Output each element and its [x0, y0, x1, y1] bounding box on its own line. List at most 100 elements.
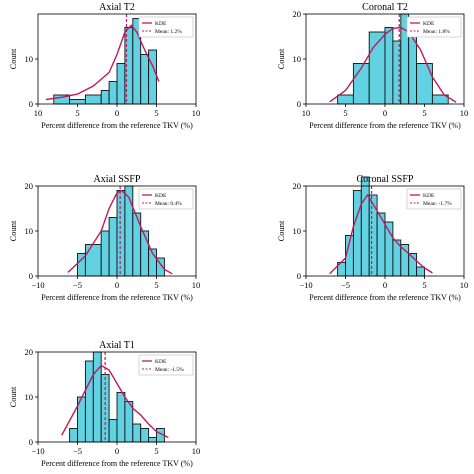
legend-box — [138, 188, 194, 210]
y-axis-label: Count — [8, 220, 18, 241]
histogram-bar — [148, 437, 157, 443]
histogram-bar — [352, 190, 362, 277]
x-tick-label: −5 — [73, 446, 82, 456]
histogram-bar — [416, 63, 433, 105]
x-tick-label: 5 — [75, 108, 79, 118]
y-tick-label: 10 — [25, 392, 34, 402]
legend-kde-label: KDE — [155, 21, 167, 27]
x-tick-label: 10 — [302, 108, 311, 118]
chart-title: Axial T2 — [99, 2, 135, 13]
y-tick-label: 0 — [297, 271, 301, 281]
histogram-bar — [108, 81, 118, 105]
legend-kde-label: KDE — [423, 193, 435, 199]
y-axis-label: Count — [8, 386, 18, 407]
legend-mean-label: Mean: 0.4% — [155, 201, 182, 207]
histogram-bar — [408, 36, 418, 105]
legend-box — [138, 16, 194, 38]
y-tick-label: 0 — [29, 271, 33, 281]
x-axis-label: Percent difference from the reference TK… — [309, 293, 461, 302]
histogram-bar — [92, 351, 102, 443]
y-tick-label: 10 — [293, 54, 302, 64]
kde-curve — [61, 364, 169, 439]
legend-mean-label: Mean: -1.5% — [155, 367, 184, 373]
legend: KDE Mean: 0.4% — [138, 188, 194, 210]
legend: KDE Mean: 1.8% — [406, 16, 462, 38]
x-tick-label: 10 — [460, 108, 469, 118]
histogram-bar — [360, 176, 370, 277]
x-axis-label: Percent difference from the reference TK… — [41, 293, 193, 302]
y-tick-label: 0 — [297, 99, 301, 109]
histogram-bar — [140, 54, 150, 105]
x-tick-label: 5 — [422, 108, 426, 118]
chart-title: Coronal T2 — [362, 2, 408, 13]
legend-mean-label: Mean: 1.8% — [423, 29, 450, 35]
x-tick-label: −10 — [299, 280, 312, 290]
histogram-bar — [84, 94, 102, 105]
histogram-panel: −10 −5 0 5 10 0 10 20 Axial SSFP Percent differen… — [8, 174, 200, 302]
legend: KDE Mean: -1.5% — [138, 354, 194, 376]
histogram-bar — [100, 90, 110, 105]
y-axis-label: Count — [276, 220, 286, 241]
x-tick-label: −5 — [341, 280, 350, 290]
x-tick-label: 0 — [383, 108, 387, 118]
x-tick-label: 0 — [115, 108, 119, 118]
histogram-bar — [132, 423, 142, 443]
histogram-bar — [140, 230, 150, 277]
histogram-panel: −10 −5 0 5 10 0 10 20 Axial T1 Percent difference… — [8, 340, 200, 468]
kde-curve — [329, 193, 433, 275]
histogram-bar — [69, 99, 86, 105]
x-axis-label: Percent difference from the reference TK… — [41, 459, 193, 468]
histogram-bar — [116, 63, 126, 105]
y-tick-label: 10 — [25, 226, 34, 236]
histogram-bar — [368, 194, 378, 277]
legend: KDE Mean: -1.7% — [406, 188, 462, 210]
x-tick-label: 5 — [343, 108, 347, 118]
y-tick-label: 20 — [293, 9, 302, 19]
histogram-bar — [84, 244, 102, 277]
legend-kde-label: KDE — [155, 359, 167, 365]
histogram-bar — [124, 185, 134, 277]
histogram-bar — [108, 419, 118, 443]
histogram-bar — [352, 63, 370, 105]
x-tick-label: 10 — [192, 446, 201, 456]
legend-kde-label: KDE — [155, 193, 167, 199]
x-tick-label: 10 — [192, 280, 201, 290]
chart-title: Axial T1 — [99, 340, 135, 351]
y-tick-label: 10 — [293, 226, 302, 236]
legend: KDE Mean: 1.2% — [138, 16, 194, 38]
x-tick-label: 5 — [154, 108, 158, 118]
legend-mean-label: Mean: 1.2% — [155, 29, 182, 35]
legend-box — [406, 188, 462, 210]
histogram-bar — [148, 49, 157, 105]
y-axis-label: Count — [276, 48, 286, 69]
legend-kde-label: KDE — [423, 21, 435, 27]
histogram-bar — [100, 230, 110, 277]
histogram-bar — [84, 360, 94, 443]
y-tick-label: 10 — [25, 54, 34, 64]
histogram-bar — [108, 217, 118, 277]
histogram-bar — [416, 266, 425, 277]
x-axis-label: Percent difference from the reference TK… — [309, 121, 461, 130]
x-tick-label: 0 — [115, 446, 119, 456]
x-tick-label: 10 — [460, 280, 469, 290]
histogram-bar — [69, 428, 78, 443]
x-tick-label: 10 — [34, 108, 43, 118]
chart-title: Coronal SSFP — [357, 174, 414, 185]
x-tick-label: 0 — [383, 280, 387, 290]
x-tick-label: −10 — [31, 446, 44, 456]
histogram-bar — [400, 244, 410, 277]
kde-curve — [67, 189, 173, 275]
histogram-bar — [384, 27, 394, 105]
x-tick-label: 5 — [422, 280, 426, 290]
x-tick-label: 10 — [192, 108, 201, 118]
x-tick-label: 5 — [154, 280, 158, 290]
histogram-bar — [116, 392, 126, 443]
legend-box — [406, 16, 462, 38]
x-tick-label: −10 — [31, 280, 44, 290]
x-tick-label: −5 — [73, 280, 82, 290]
histogram-bar — [337, 94, 354, 105]
x-tick-label: 5 — [154, 446, 158, 456]
